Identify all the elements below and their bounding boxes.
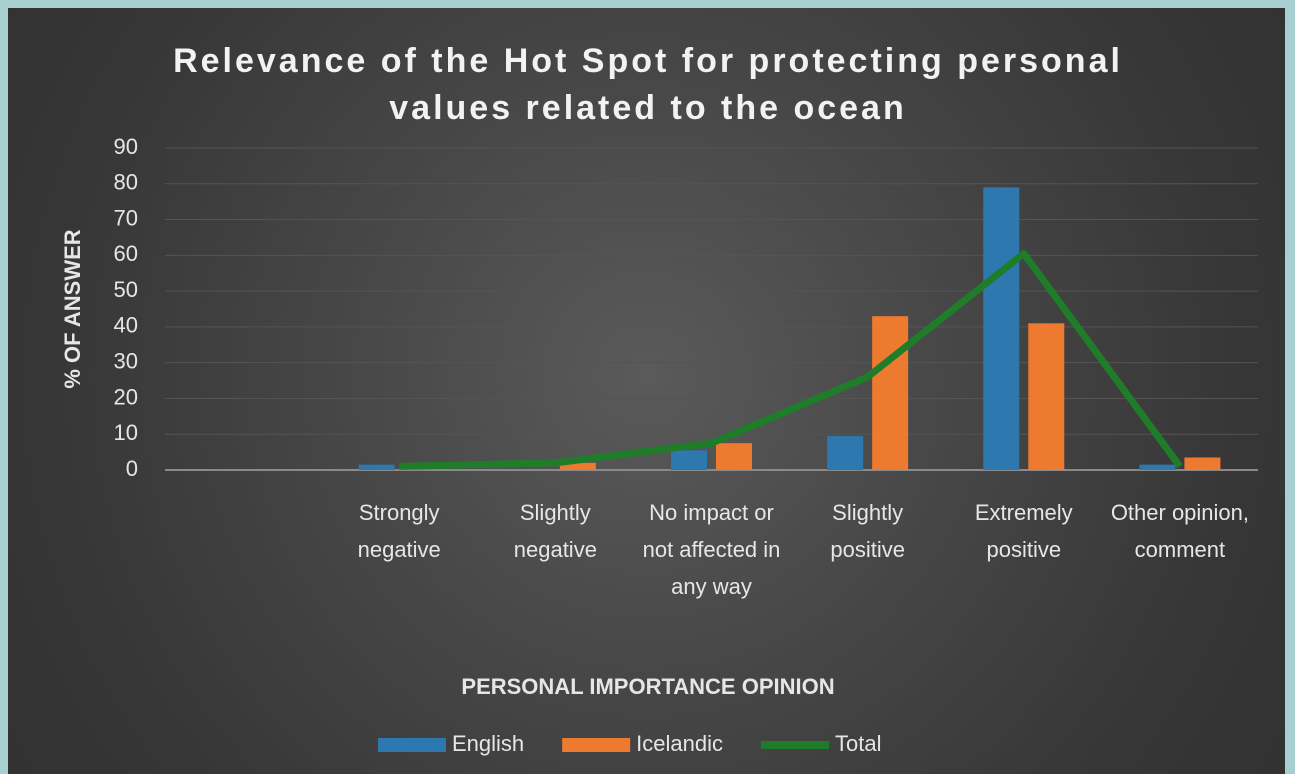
y-tick-label: 50	[114, 277, 138, 302]
legend-label: English	[452, 731, 524, 756]
x-tick-label: Slightly positive	[830, 500, 905, 562]
bar	[1184, 457, 1221, 470]
bar	[716, 443, 752, 470]
x-tick-label: Strongly negative	[357, 500, 441, 562]
legend-swatch	[562, 738, 631, 752]
legend-label: Total	[835, 731, 881, 756]
x-tick-label: Slightly negative	[513, 500, 597, 562]
y-tick-label: 60	[114, 241, 138, 266]
bar	[1139, 464, 1176, 470]
x-tick-label: Other opinion, comment	[1110, 500, 1250, 562]
bar	[983, 187, 1020, 470]
bar	[827, 436, 864, 470]
x-tick-label: Extremely positive	[974, 500, 1073, 562]
y-axis-title: % OF ANSWER	[60, 229, 85, 388]
x-axis-title: PERSONAL IMPORTANCE OPINION	[461, 674, 834, 699]
x-tick-label: No impact or not affected in any way	[642, 500, 781, 599]
y-tick-label: 90	[114, 134, 138, 159]
chart-title: Relevance of the Hot Spot for protecting…	[173, 42, 1123, 127]
bar	[671, 450, 707, 470]
y-tick-label: 10	[114, 420, 138, 445]
chart-svg: 0 10 20 30 40 50 60 70 80 90 % OF ANSWER PERSONAL I…	[60, 134, 1258, 756]
y-tick-label: 0	[126, 456, 138, 481]
y-tick-label: 70	[114, 205, 138, 230]
bar	[1028, 323, 1065, 470]
legend-label: Icelandic	[636, 731, 723, 756]
y-tick-label: 80	[114, 170, 138, 195]
legend-swatch	[378, 738, 446, 752]
y-tick-label: 30	[114, 348, 138, 373]
y-tick-label: 20	[114, 384, 138, 409]
y-tick-label: 40	[114, 313, 138, 338]
chart: 0 10 20 30 40 50 60 70 80 90 % OF ANSWER PERSONAL I…	[8, 8, 1285, 774]
line	[399, 250, 1183, 470]
bar	[559, 462, 596, 470]
bar	[872, 316, 909, 470]
bar	[358, 464, 395, 470]
